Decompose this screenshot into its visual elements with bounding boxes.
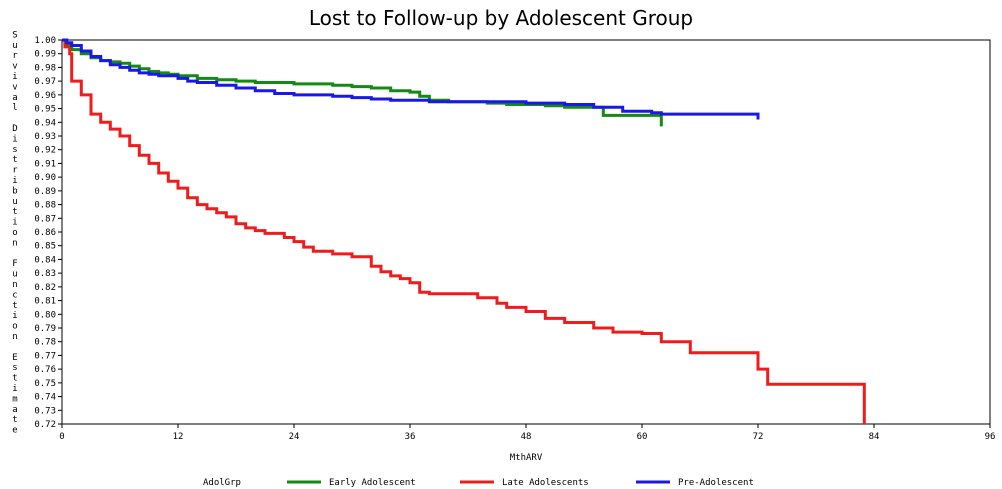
y-axis-label-char: o xyxy=(12,322,17,332)
y-axis-label-char: a xyxy=(12,405,17,415)
y-axis-label-char: S xyxy=(12,30,17,40)
y-axis-label-char: s xyxy=(12,363,17,373)
y-tick-label: 0.98 xyxy=(34,63,56,73)
legend-title: AdolGrp xyxy=(203,478,241,488)
y-axis-label-char: v xyxy=(12,82,17,92)
y-tick-label: 0.78 xyxy=(34,338,56,348)
y-tick-label: 0.97 xyxy=(34,77,56,87)
y-tick-label: 0.93 xyxy=(34,132,56,142)
y-axis: 1.00 0.99 0.98 0.97 0.96 0.95 0.94 0.93 0.92 0.91… xyxy=(34,36,62,430)
x-tick-label: 96 xyxy=(985,432,996,442)
y-axis-label-char: a xyxy=(12,93,17,103)
y-tick-label: 0.82 xyxy=(34,283,56,293)
y-tick-label: 0.91 xyxy=(34,159,56,169)
y-tick-label: 0.80 xyxy=(34,310,56,320)
y-tick-label: 0.86 xyxy=(34,228,56,238)
y-axis-label-char: m xyxy=(12,394,17,404)
y-axis-label-char: t xyxy=(12,155,17,165)
y-tick-label: 0.75 xyxy=(34,379,56,389)
x-tick-label: 36 xyxy=(405,432,416,442)
y-axis-label-char: t xyxy=(12,207,17,217)
chart-title: Lost to Follow-up by Adolescent Group xyxy=(308,6,694,30)
y-axis-label-char: e xyxy=(12,426,17,436)
y-tick-label: 0.96 xyxy=(34,91,56,101)
y-tick-label: 0.74 xyxy=(34,393,56,403)
y-tick-label: 0.73 xyxy=(34,406,56,416)
y-axis-label-char: n xyxy=(12,280,17,290)
y-tick-label: 0.99 xyxy=(34,50,56,60)
y-axis-label-char: u xyxy=(12,197,17,207)
y-axis-label-char: v xyxy=(12,62,17,72)
y-axis-label-char: t xyxy=(12,374,17,384)
legend: AdolGrp Early Adolescent Late Adolescents P… xyxy=(203,478,754,488)
x-tick-label: 0 xyxy=(59,432,64,442)
y-axis-label-char: s xyxy=(12,145,17,155)
y-axis-label-char: t xyxy=(12,301,17,311)
y-axis-label-char: o xyxy=(12,228,17,238)
y-tick-label: 0.84 xyxy=(34,255,56,265)
x-axis: 0 12 24 36 48 60 72 84 96 xyxy=(59,424,995,442)
y-tick-label: 0.89 xyxy=(34,187,56,197)
legend-label: Early Adolescent xyxy=(329,478,416,488)
y-tick-label: 0.87 xyxy=(34,214,56,224)
plot-frame xyxy=(61,39,991,425)
y-axis-label-char: F xyxy=(12,259,17,269)
y-tick-label: 0.79 xyxy=(34,324,56,334)
y-tick-label: 1.00 xyxy=(34,36,56,46)
y-tick-label: 0.95 xyxy=(34,105,56,115)
x-tick-label: 12 xyxy=(173,432,184,442)
y-tick-label: 0.77 xyxy=(34,351,56,361)
y-axis-label-char: r xyxy=(12,166,18,176)
y-tick-label: 0.72 xyxy=(34,420,56,430)
y-axis-label-char: i xyxy=(12,176,17,186)
y-axis-label-char: n xyxy=(12,238,17,248)
y-tick-label: 0.76 xyxy=(34,365,56,375)
y-axis-label-char: i xyxy=(12,384,17,394)
series-line-2 xyxy=(62,38,760,120)
x-tick-label: 24 xyxy=(289,432,300,442)
y-tick-label: 0.81 xyxy=(34,297,56,307)
y-axis-label-char: n xyxy=(12,332,17,342)
x-tick-label: 60 xyxy=(637,432,648,442)
y-axis-label-char: u xyxy=(12,270,17,280)
x-axis-label: MthARV xyxy=(510,453,543,463)
y-axis-label-char: i xyxy=(12,218,17,228)
y-axis-label-char: t xyxy=(12,415,17,425)
series-line-0 xyxy=(62,38,663,127)
legend-label: Pre-Adolescent xyxy=(678,478,754,488)
y-tick-label: 0.88 xyxy=(34,201,56,211)
legend-label: Late Adolescents xyxy=(502,478,589,488)
y-axis-label-char: i xyxy=(12,134,17,144)
y-tick-label: 0.94 xyxy=(34,118,56,128)
y-tick-label: 0.85 xyxy=(34,242,56,252)
x-tick-label: 48 xyxy=(521,432,532,442)
y-tick-label: 0.83 xyxy=(34,269,56,279)
y-axis-label-char: u xyxy=(12,41,17,51)
y-axis-label-char: l xyxy=(12,103,17,113)
y-axis-label-char: i xyxy=(12,311,17,321)
y-tick-label: 0.90 xyxy=(34,173,56,183)
x-tick-label: 72 xyxy=(753,432,764,442)
y-axis-label-char: i xyxy=(12,72,17,82)
y-axis-label-char: r xyxy=(12,51,18,61)
series-layer xyxy=(62,38,866,424)
y-tick-label: 0.92 xyxy=(34,146,56,156)
y-axis-label-char: D xyxy=(12,124,17,134)
y-axis-label-char: E xyxy=(12,353,17,363)
series-line-1 xyxy=(62,38,866,424)
y-axis-label-char: b xyxy=(12,186,17,196)
x-tick-label: 84 xyxy=(869,432,880,442)
y-axis-label-char: c xyxy=(12,290,17,300)
